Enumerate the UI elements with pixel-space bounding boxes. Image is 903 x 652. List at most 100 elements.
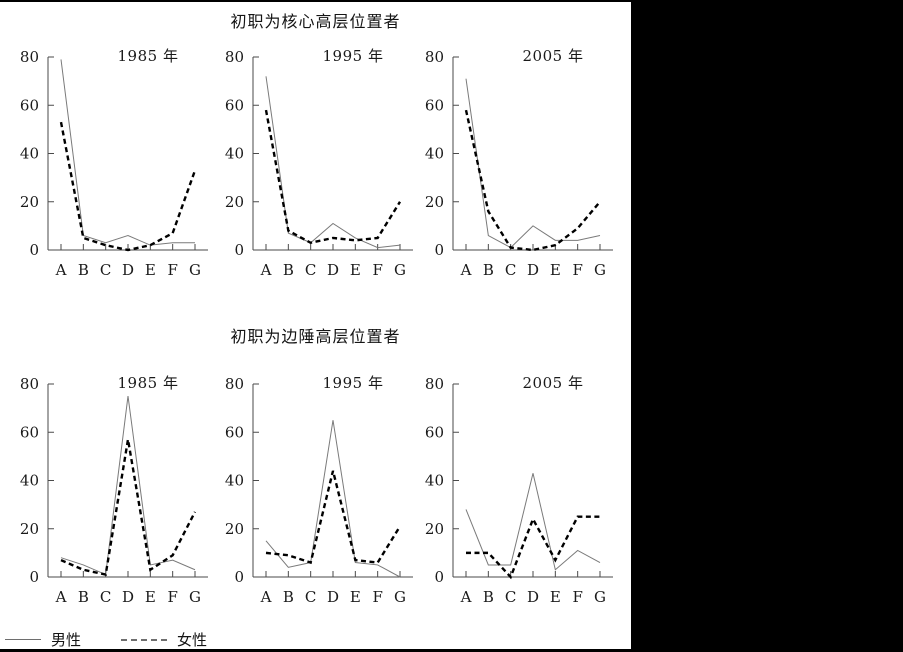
line-chart-row0-col0: 0 20 40 60 80 A B C D E F G 1985 年 <box>20 47 208 279</box>
x-tick-label: A <box>260 261 272 279</box>
y-tick-label: 40 <box>225 472 244 490</box>
x-tick-label: A <box>55 588 67 606</box>
x-tick-label: G <box>594 261 606 279</box>
x-tick-label: C <box>305 261 316 279</box>
y-tick-label: 40 <box>20 472 39 490</box>
y-tick-label: 20 <box>425 520 444 538</box>
x-tick-label: A <box>460 588 472 606</box>
dashed-line-icon <box>121 638 168 641</box>
line-chart-row1-col0: 0 20 40 60 80 A B C D E F G 1985 年 <box>20 374 208 606</box>
x-tick-label: C <box>305 588 316 606</box>
male-series-line <box>60 59 195 246</box>
chart-year-title: 1985 年 <box>118 374 179 392</box>
chart-year-title: 2005 年 <box>523 374 584 392</box>
x-tick-label: E <box>550 261 561 279</box>
male-series-line <box>465 473 601 571</box>
x-tick-label: F <box>167 261 177 279</box>
x-tick-label: B <box>283 588 294 606</box>
y-tick-label: 40 <box>225 145 244 163</box>
x-tick-label: F <box>167 588 177 606</box>
y-tick-label: 20 <box>225 193 244 211</box>
y-tick-label: 0 <box>434 568 444 586</box>
y-tick-label: 0 <box>234 241 244 259</box>
chart-year-title: 2005 年 <box>523 47 584 65</box>
x-tick-label: F <box>572 261 582 279</box>
y-tick-label: 80 <box>225 48 244 66</box>
y-tick-label: 60 <box>425 96 444 114</box>
y-tick-label: 80 <box>425 375 444 393</box>
x-tick-label: G <box>189 261 201 279</box>
x-tick-label: F <box>372 588 382 606</box>
x-tick-label: D <box>122 588 134 606</box>
legend-label-female: 女性 <box>177 631 208 649</box>
y-tick-label: 80 <box>225 375 244 393</box>
y-tick-label: 60 <box>225 96 244 114</box>
y-tick-label: 20 <box>225 520 244 538</box>
x-tick-label: F <box>372 261 382 279</box>
x-tick-label: C <box>505 261 516 279</box>
x-tick-label: D <box>327 588 339 606</box>
x-tick-label: F <box>572 588 582 606</box>
male-series-line <box>265 76 401 249</box>
female-series-line <box>464 109 601 252</box>
x-tick-label: E <box>350 588 361 606</box>
x-tick-label: G <box>394 588 406 606</box>
legend: 男性 女性 <box>5 629 207 650</box>
y-tick-label: 0 <box>29 568 39 586</box>
y-tick-label: 60 <box>20 96 39 114</box>
y-tick-label: 20 <box>425 193 444 211</box>
y-tick-label: 0 <box>234 568 244 586</box>
y-tick-label: 0 <box>29 241 39 259</box>
x-tick-label: G <box>594 588 606 606</box>
y-tick-label: 80 <box>20 375 39 393</box>
line-chart-row0-col1: 0 20 40 60 80 A B C D E F G 1995 年 <box>225 47 413 279</box>
x-tick-label: D <box>527 261 539 279</box>
chart-year-title: 1995 年 <box>323 374 384 392</box>
x-tick-label: B <box>483 261 494 279</box>
x-tick-label: A <box>55 261 67 279</box>
solid-line-icon <box>5 639 41 640</box>
x-tick-label: E <box>145 588 156 606</box>
x-tick-label: B <box>283 261 294 279</box>
line-chart-row1-col2: 0 20 40 60 80 A B C D E F G 2005 年 <box>425 374 613 606</box>
x-tick-label: A <box>460 261 472 279</box>
section-title-periphery: 初职为边陲高层位置者 <box>230 327 401 346</box>
y-tick-label: 40 <box>425 472 444 490</box>
y-tick-label: 80 <box>20 48 39 66</box>
x-tick-label: A <box>260 588 272 606</box>
section-title-core: 初职为核心高层位置者 <box>230 12 401 31</box>
y-tick-label: 40 <box>425 145 444 163</box>
legend-label-male: 男性 <box>51 631 82 649</box>
y-tick-label: 40 <box>20 145 39 163</box>
y-tick-label: 60 <box>425 423 444 441</box>
chart-year-title: 1985 年 <box>118 47 179 65</box>
x-tick-label: D <box>527 588 539 606</box>
x-tick-label: C <box>100 261 111 279</box>
x-tick-label: D <box>122 261 134 279</box>
y-tick-label: 20 <box>20 520 39 538</box>
male-series-line <box>465 78 601 249</box>
x-tick-label: E <box>350 261 361 279</box>
x-tick-label: D <box>327 261 339 279</box>
figure-content: 初职为核心高层位置者 0 20 40 60 80 A B C D E F G 1985 年 0 20 40 60… <box>0 2 631 649</box>
male-series-line <box>265 420 401 578</box>
y-tick-label: 20 <box>20 193 39 211</box>
female-series-line <box>264 109 402 245</box>
legend-item-female: 女性 <box>121 629 207 650</box>
female-series-line <box>59 121 197 252</box>
x-tick-label: B <box>78 261 89 279</box>
legend-item-male: 男性 <box>5 629 81 650</box>
charts-row-periphery: 0 20 40 60 80 A B C D E F G 1985 年 0 20 40 60 80 A B C D E F G 19… <box>0 367 631 613</box>
male-series-line <box>60 395 196 576</box>
x-tick-label: B <box>483 588 494 606</box>
line-chart-row0-col2: 0 20 40 60 80 A B C D E F G 2005 年 <box>425 47 613 279</box>
y-tick-label: 0 <box>434 241 444 259</box>
y-tick-label: 60 <box>225 423 244 441</box>
y-tick-label: 60 <box>20 423 39 441</box>
chart-year-title: 1995 年 <box>323 47 384 65</box>
x-tick-label: C <box>505 588 516 606</box>
x-tick-label: B <box>78 588 89 606</box>
line-chart-row1-col1: 0 20 40 60 80 A B C D E F G 1995 年 <box>225 374 413 606</box>
female-series-line <box>60 439 197 577</box>
